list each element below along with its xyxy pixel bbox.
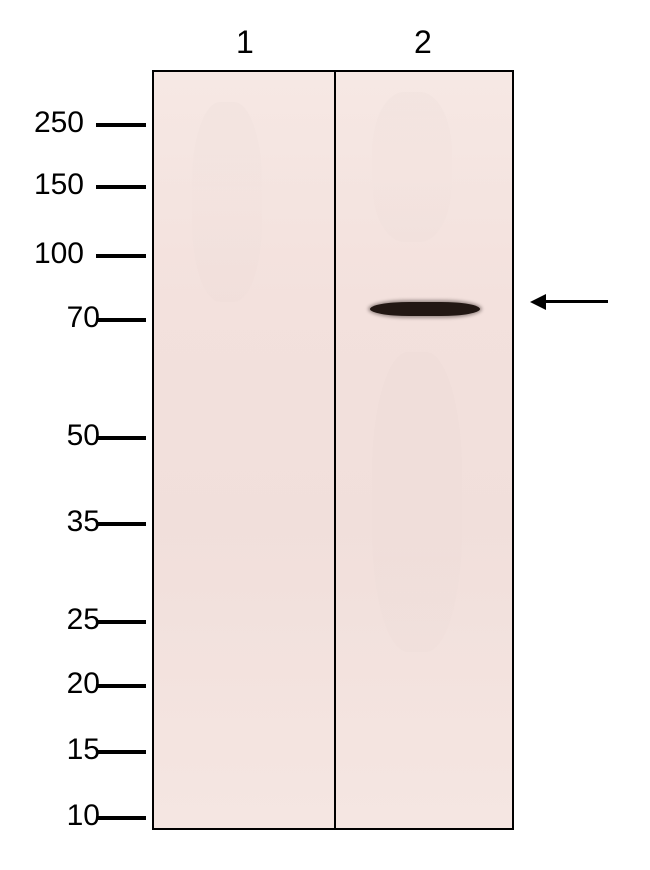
faint-smear xyxy=(372,352,462,652)
marker-tick xyxy=(96,318,146,322)
marker-label: 150 xyxy=(14,168,84,202)
marker-label: 50 xyxy=(30,419,100,453)
lane-label-1: 1 xyxy=(236,24,254,61)
marker-label: 20 xyxy=(30,667,100,701)
marker-label: 10 xyxy=(30,799,100,833)
faint-smear xyxy=(192,102,262,302)
marker-tick xyxy=(96,620,146,624)
marker-label: 250 xyxy=(14,106,84,140)
arrow-line xyxy=(544,300,608,303)
protein-band xyxy=(370,302,480,316)
marker-tick xyxy=(96,123,146,127)
marker-tick xyxy=(96,436,146,440)
marker-label: 100 xyxy=(14,237,84,271)
marker-label: 15 xyxy=(30,733,100,767)
blot-frame xyxy=(152,70,514,830)
marker-tick xyxy=(96,522,146,526)
marker-label: 25 xyxy=(30,603,100,637)
marker-tick xyxy=(96,816,146,820)
lane-label-2: 2 xyxy=(414,24,432,61)
marker-tick xyxy=(96,684,146,688)
faint-smear xyxy=(372,92,452,242)
marker-label: 35 xyxy=(30,505,100,539)
marker-tick xyxy=(96,750,146,754)
marker-label: 70 xyxy=(30,301,100,335)
lane-divider xyxy=(334,72,336,828)
marker-tick xyxy=(96,185,146,189)
marker-tick xyxy=(96,254,146,258)
